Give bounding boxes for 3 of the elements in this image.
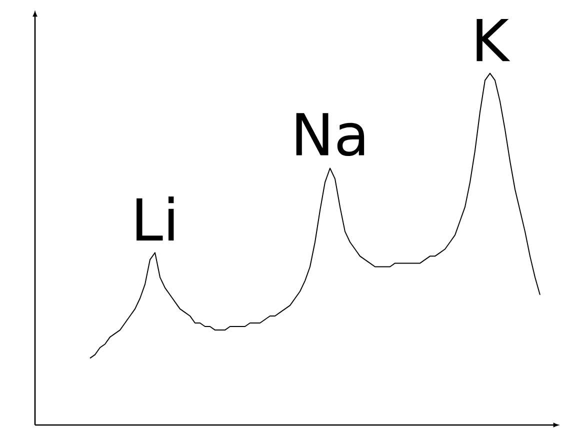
text: K [476, 18, 510, 62]
annotation: Na [296, 113, 364, 156]
annotation: Li [136, 196, 174, 240]
